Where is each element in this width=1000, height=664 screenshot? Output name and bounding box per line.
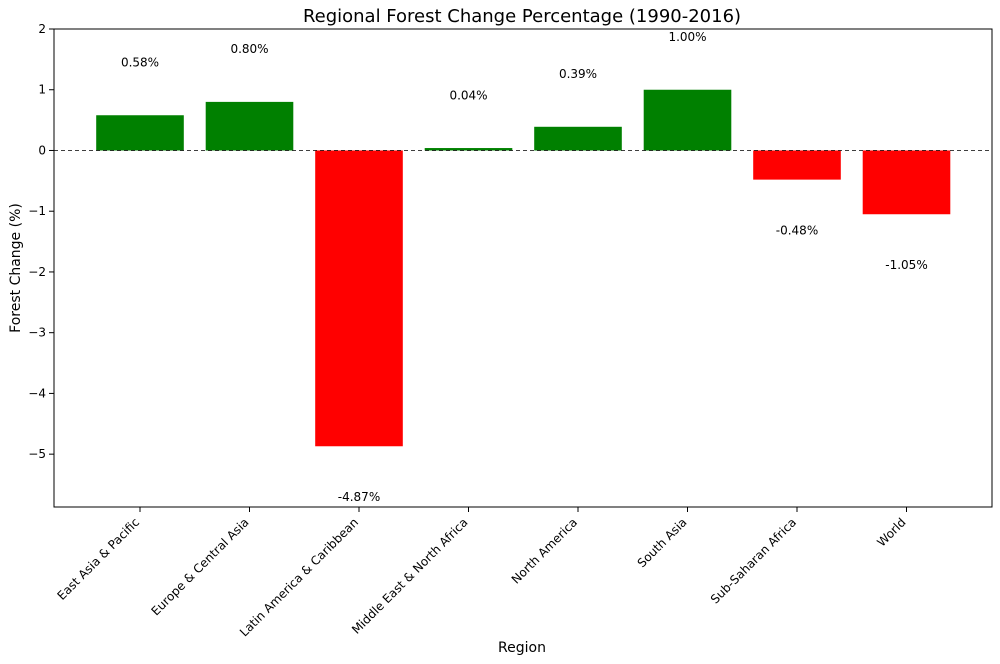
bar-value-label: -4.87% (338, 490, 380, 504)
x-tick-label: North America (509, 515, 580, 586)
x-tick-label: Latin America & Caribbean (237, 515, 361, 639)
bar-value-label: -0.48% (776, 223, 818, 237)
bar (534, 126, 622, 151)
x-tick-label: Sub-Saharan Africa (708, 515, 799, 606)
y-tick-label: 2 (38, 22, 46, 36)
plot-area: 2 1 0 −1 −2 −3 −4 −5 0.58% East Asia & Pacific 0.8… (28, 22, 992, 639)
x-tick-label: Middle East & North Africa (349, 515, 471, 637)
bar-value-label: 0.39% (559, 67, 597, 81)
bar (205, 101, 294, 151)
bar-value-label: 0.58% (121, 56, 159, 70)
bar-value-label: 1.00% (668, 30, 706, 44)
y-tick-label: 1 (38, 83, 46, 97)
x-tick-label: East Asia & Pacific (54, 515, 142, 603)
y-axis-title: Forest Change (%) (8, 203, 24, 333)
x-tick-label: Europe & Central Asia (148, 515, 251, 618)
bar-value-label: 0.04% (449, 88, 487, 102)
plot-frame (53, 28, 993, 508)
y-tick-label: −5 (28, 447, 46, 461)
bar (96, 115, 184, 151)
bar (862, 150, 951, 215)
chart-title: Regional Forest Change Percentage (1990-… (303, 6, 741, 27)
bar (643, 89, 732, 151)
y-tick-label: −2 (28, 265, 46, 279)
y-tick-label: −3 (28, 326, 46, 340)
x-tick-label: South Asia (635, 515, 690, 570)
x-axis-title: Region (498, 640, 546, 656)
bar (424, 148, 513, 151)
bar-value-label: -1.05% (885, 258, 927, 272)
bar-value-label: 0.80% (230, 42, 268, 56)
y-tick-label: 0 (38, 143, 46, 157)
bar (315, 150, 403, 447)
bar (753, 150, 841, 180)
x-tick-label: World (874, 515, 908, 549)
y-tick-label: −1 (28, 204, 46, 218)
y-tick-label: −4 (28, 386, 46, 400)
